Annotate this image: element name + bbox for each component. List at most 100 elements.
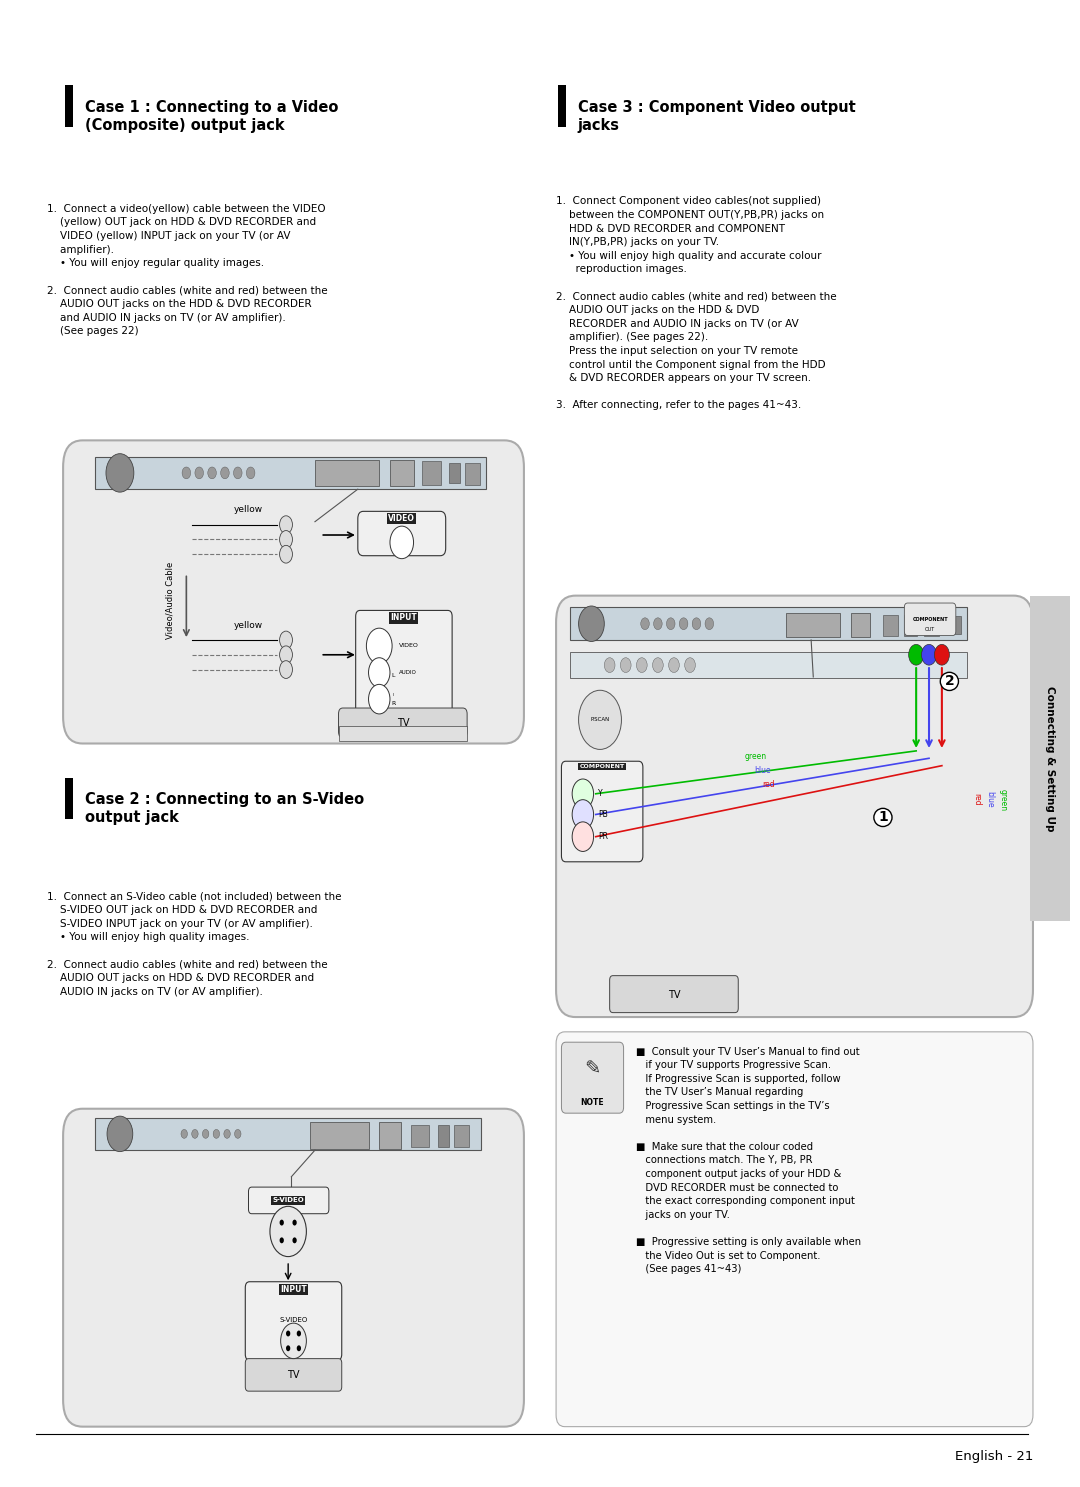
Text: INPUT: INPUT: [280, 1285, 307, 1294]
Bar: [438, 1126, 449, 1146]
Circle shape: [220, 467, 229, 479]
Bar: [851, 613, 870, 636]
Circle shape: [297, 1331, 301, 1337]
FancyBboxPatch shape: [355, 611, 453, 732]
Text: yellow: yellow: [234, 506, 264, 515]
Circle shape: [293, 1219, 297, 1225]
Circle shape: [281, 1323, 307, 1359]
Circle shape: [280, 531, 293, 549]
Text: red: red: [973, 794, 982, 806]
Text: Connecting & Setting Up: Connecting & Setting Up: [1045, 686, 1055, 831]
Text: VIDEO: VIDEO: [399, 644, 418, 648]
Circle shape: [246, 467, 255, 479]
Text: blue: blue: [754, 766, 771, 775]
Text: Video/Audio Cable: Video/Audio Cable: [165, 562, 175, 639]
FancyBboxPatch shape: [357, 512, 446, 556]
Circle shape: [213, 1130, 219, 1139]
Circle shape: [572, 779, 594, 809]
Circle shape: [679, 617, 688, 629]
Bar: [65, 778, 72, 819]
FancyBboxPatch shape: [338, 708, 468, 738]
Bar: [390, 459, 414, 486]
Text: English - 21: English - 21: [955, 1450, 1032, 1463]
Text: Case 3 : Component Video output
jacks: Case 3 : Component Video output jacks: [578, 100, 855, 132]
Text: 1.  Connect a video(yellow) cable between the VIDEO
    (yellow) OUT jack on HDD: 1. Connect a video(yellow) cable between…: [48, 204, 327, 336]
Circle shape: [194, 467, 203, 479]
Text: TV: TV: [667, 990, 680, 999]
FancyBboxPatch shape: [556, 1032, 1032, 1426]
FancyBboxPatch shape: [63, 1109, 524, 1426]
Circle shape: [280, 1219, 284, 1225]
Circle shape: [579, 690, 621, 749]
Circle shape: [692, 617, 701, 629]
Text: ■  Consult your TV User’s Manual to find out
   if your TV supports Progressive : ■ Consult your TV User’s Manual to find …: [636, 1047, 862, 1274]
Bar: [786, 613, 840, 636]
Circle shape: [390, 526, 414, 559]
Bar: [422, 461, 442, 485]
Bar: [942, 616, 961, 633]
Text: S-VIDEO: S-VIDEO: [280, 1317, 308, 1323]
Circle shape: [286, 1346, 291, 1352]
Bar: [338, 726, 468, 741]
Circle shape: [234, 1130, 241, 1139]
Circle shape: [280, 645, 293, 663]
Bar: [310, 1123, 368, 1148]
Circle shape: [106, 454, 134, 492]
Circle shape: [572, 800, 594, 830]
Bar: [883, 614, 897, 635]
Text: INPUT: INPUT: [391, 613, 417, 623]
Circle shape: [636, 657, 647, 672]
Text: 1: 1: [878, 810, 888, 824]
Bar: [379, 1123, 401, 1148]
Bar: [449, 462, 460, 483]
Text: L: L: [391, 674, 395, 678]
Bar: [455, 1126, 470, 1146]
Text: blue: blue: [986, 791, 995, 807]
Text: AUDIO: AUDIO: [399, 671, 417, 675]
Text: Case 2 : Connecting to an S-Video
output jack: Case 2 : Connecting to an S-Video output…: [84, 793, 364, 825]
Text: S-VIDEO: S-VIDEO: [272, 1197, 305, 1203]
Circle shape: [280, 660, 293, 678]
Circle shape: [368, 657, 390, 687]
FancyBboxPatch shape: [609, 975, 739, 1013]
FancyBboxPatch shape: [63, 440, 524, 744]
Text: COMPONENT: COMPONENT: [913, 617, 948, 622]
Circle shape: [224, 1130, 230, 1139]
Circle shape: [366, 628, 392, 663]
Circle shape: [669, 657, 679, 672]
Circle shape: [572, 822, 594, 852]
Bar: [923, 616, 939, 635]
Circle shape: [286, 1331, 291, 1337]
Circle shape: [183, 467, 191, 479]
Text: 1.  Connect an S-Video cable (not included) between the
    S-VIDEO OUT jack on : 1. Connect an S-Video cable (not include…: [48, 891, 341, 996]
Text: NOTE: NOTE: [581, 1099, 605, 1108]
Circle shape: [202, 1130, 208, 1139]
Circle shape: [280, 630, 293, 648]
FancyBboxPatch shape: [562, 1042, 623, 1114]
Circle shape: [908, 644, 923, 665]
Text: Case 1 : Connecting to a Video
(Composite) output jack: Case 1 : Connecting to a Video (Composit…: [84, 100, 338, 132]
Bar: [95, 1118, 481, 1149]
Text: TV: TV: [287, 1370, 300, 1380]
Text: OUT: OUT: [924, 628, 935, 632]
Bar: [465, 462, 480, 485]
Circle shape: [233, 467, 242, 479]
Circle shape: [280, 546, 293, 564]
FancyBboxPatch shape: [556, 596, 1032, 1017]
Circle shape: [685, 657, 696, 672]
Text: COMPONENT: COMPONENT: [580, 764, 624, 769]
Bar: [315, 459, 379, 486]
Text: TV: TV: [396, 718, 409, 727]
Text: ✎: ✎: [584, 1059, 600, 1078]
Bar: [904, 614, 917, 635]
FancyBboxPatch shape: [562, 761, 643, 862]
Text: green: green: [745, 751, 767, 760]
Text: 2: 2: [945, 675, 955, 688]
Bar: [570, 608, 967, 639]
Text: green: green: [999, 788, 1008, 810]
FancyBboxPatch shape: [904, 604, 956, 635]
Bar: [570, 651, 967, 678]
FancyBboxPatch shape: [245, 1282, 341, 1361]
Text: red: red: [762, 781, 775, 790]
Circle shape: [652, 657, 663, 672]
